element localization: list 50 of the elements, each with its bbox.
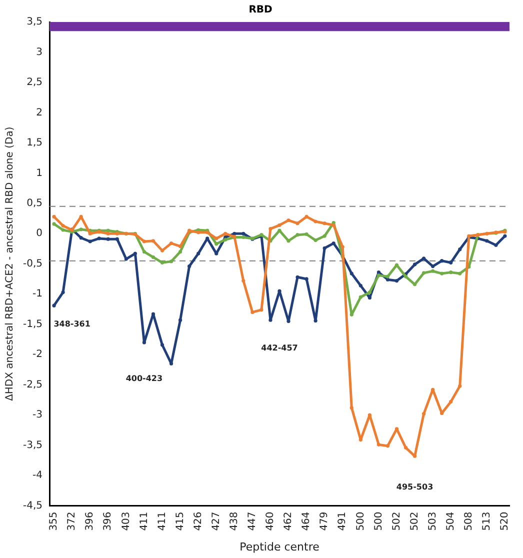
y-tick-label: 2 — [36, 107, 43, 118]
y-tick-label: -0,5 — [22, 258, 43, 270]
x-tick-label: 500 — [355, 512, 366, 531]
x-tick-label: 427 — [210, 512, 222, 531]
y-tick-label: -4 — [32, 470, 43, 482]
x-tick-label: 513 — [482, 512, 493, 531]
x-tick-label: 411 — [138, 512, 150, 531]
x-tick-label: 447 — [247, 512, 258, 531]
y-tick-label: 1 — [36, 168, 43, 179]
x-tick-label: 508 — [463, 512, 474, 531]
x-tick-label: 464 — [301, 512, 312, 531]
x-tick-label: 415 — [174, 512, 186, 531]
y-tick-label: -4,5 — [22, 500, 43, 512]
x-tick-label: 403 — [120, 512, 132, 531]
x-tick-label: 491 — [337, 512, 348, 531]
x-tick-label: 438 — [228, 512, 240, 531]
y-tick-label: -2,5 — [22, 379, 43, 390]
annotation: 400-423 — [126, 374, 163, 383]
y-tick-label: -1,5 — [22, 318, 43, 330]
x-tick-label: 426 — [192, 512, 204, 531]
y-tick-label: 0,5 — [26, 198, 43, 209]
x-tick-label: 504 — [445, 512, 456, 531]
y-tick-label: 2,5 — [26, 77, 43, 88]
y-axis-title: ΔHDX ancestral RBD+ACE2 - ancestral RBD alone (Da) — [4, 126, 16, 401]
x-tick-label: 502 — [409, 512, 420, 531]
chart-title: RBD — [248, 4, 272, 16]
x-tick-label: 479 — [319, 512, 330, 531]
y-tick-label: 0 — [36, 228, 43, 240]
x-tick-label: 396 — [84, 512, 96, 531]
annotation: 442-457 — [261, 344, 298, 353]
annotation: 348-361 — [54, 319, 91, 328]
y-tick-label: -2 — [32, 349, 43, 360]
x-tick-label: 411 — [156, 512, 168, 531]
x-tick-label: 520 — [500, 512, 511, 531]
x-tick-label: 396 — [102, 512, 114, 531]
x-axis-title: Peptide centre — [240, 540, 320, 554]
x-tick-label: 460 — [265, 512, 276, 531]
y-tick-label: 1,5 — [26, 138, 43, 149]
x-tick-label: 502 — [391, 512, 402, 531]
y-tick-label: -1 — [32, 288, 43, 300]
x-tick-label: 355 — [48, 512, 60, 531]
y-tick-label: -3 — [32, 410, 43, 421]
y-tick-label: -3,5 — [22, 440, 43, 451]
annotation: 495-503 — [396, 482, 434, 492]
x-tick-label: 503 — [427, 512, 438, 531]
x-tick-label: 500 — [373, 512, 384, 531]
x-tick-label: 372 — [66, 512, 78, 531]
y-tick-label: 3 — [36, 46, 43, 58]
x-tick-label: 462 — [283, 512, 294, 531]
y-tick-label: 3,5 — [26, 16, 43, 28]
